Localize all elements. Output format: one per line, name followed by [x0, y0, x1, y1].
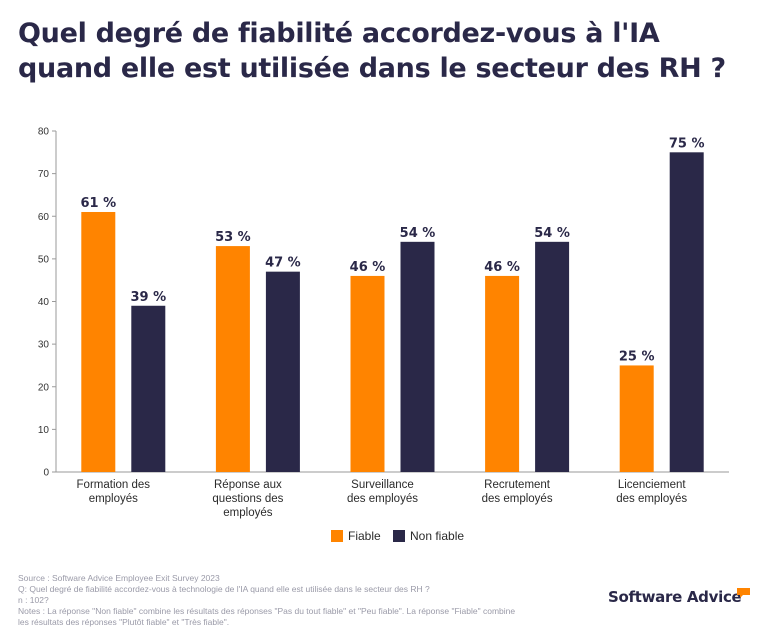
bar-fiable	[619, 365, 654, 472]
y-tick-label: 10	[38, 425, 50, 436]
sample-size-note: n : 102?	[18, 595, 49, 605]
y-tick-label: 60	[38, 212, 50, 223]
x-category-label: Réponse aux	[214, 479, 282, 491]
bar-series: 61 % 39 % 53 % 47 % 46 % 54 % 46 % 54 % 25 % 75 %	[80, 136, 705, 473]
legend-swatch	[393, 530, 405, 542]
brand-logo: Software Advice	[608, 588, 742, 606]
bar-fiable	[350, 275, 385, 472]
y-tick-label: 0	[43, 468, 49, 479]
legend-swatch	[331, 530, 343, 542]
x-category-label: des employés	[347, 493, 418, 505]
x-category-label: employés	[89, 493, 138, 505]
chart-title-line-2: quand elle est utilisée dans le secteur …	[18, 53, 726, 84]
y-tick-label: 80	[38, 127, 50, 138]
x-category-label: questions des	[212, 493, 283, 505]
question-note: Q: Quel degré de fiabilité accordez-vous…	[18, 584, 430, 594]
bar-chart: 0 10 20 30 40 50 60 70 80 61 % 39 % 53 % 47 % 46 % 54…	[38, 127, 729, 543]
notes-line-2: les résultats des réponses "Plutôt fiabl…	[18, 617, 230, 627]
data-label: 47 %	[265, 256, 301, 271]
y-tick-label: 20	[38, 382, 50, 393]
x-category-label: employés	[223, 507, 272, 519]
legend: Fiable Non fiable	[331, 529, 464, 543]
source-note: Source : Software Advice Employee Exit S…	[18, 573, 220, 583]
bar-non-fiable	[669, 152, 704, 472]
y-tick-label: 30	[38, 340, 50, 351]
x-category-label: Surveillance	[351, 479, 414, 491]
bar-non-fiable	[131, 305, 166, 472]
chart-title-line-1: Quel degré de fiabilité accordez-vous à …	[18, 18, 660, 49]
bar-fiable	[215, 246, 250, 472]
data-label: 46 %	[350, 260, 386, 275]
data-label: 53 %	[215, 230, 251, 245]
legend-label: Fiable	[348, 529, 381, 543]
legend-label: Non fiable	[410, 529, 464, 543]
footnotes: Source : Software Advice Employee Exit S…	[18, 573, 578, 628]
bar-fiable	[485, 275, 520, 472]
x-category-label: Recrutement	[484, 479, 551, 491]
x-category-label: des employés	[616, 493, 687, 505]
y-tick-label: 40	[38, 297, 50, 308]
bar-non-fiable	[400, 241, 435, 472]
x-axis-labels: Formation des employés Réponse aux question…	[77, 479, 688, 519]
speech-bubble-icon	[737, 588, 750, 598]
y-tick-label: 70	[38, 169, 50, 180]
data-label: 25 %	[619, 349, 655, 364]
bar-fiable	[81, 211, 116, 473]
data-label: 46 %	[484, 260, 520, 275]
data-label: 54 %	[534, 226, 570, 241]
notes-line-1: Notes : La réponse "Non fiable" combine …	[18, 606, 516, 616]
data-label: 54 %	[400, 226, 436, 241]
x-category-label: Formation des	[77, 479, 151, 491]
data-label: 39 %	[130, 290, 166, 305]
x-category-label: Licenciement	[618, 479, 687, 491]
bar-non-fiable	[535, 241, 570, 472]
x-category-label: des employés	[482, 493, 553, 505]
y-tick-label: 50	[38, 254, 50, 265]
data-label: 75 %	[669, 136, 705, 151]
chart-title: Quel degré de fiabilité accordez-vous à …	[18, 16, 758, 86]
data-label: 61 %	[80, 196, 116, 211]
y-axis: 0 10 20 30 40 50 60 70 80	[38, 127, 729, 479]
bar-non-fiable	[265, 271, 300, 472]
